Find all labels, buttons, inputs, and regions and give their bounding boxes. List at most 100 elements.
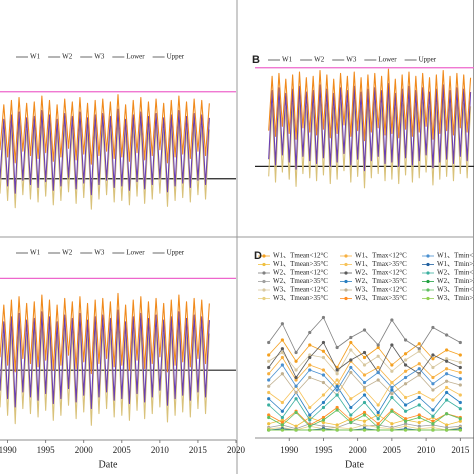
point <box>390 385 394 390</box>
point <box>376 345 380 350</box>
point <box>362 385 367 390</box>
point <box>349 420 353 425</box>
point <box>403 369 408 373</box>
x-tick-label: 2000 <box>349 445 368 455</box>
point <box>390 409 394 413</box>
point <box>458 370 462 375</box>
point <box>280 338 284 342</box>
legend-marker <box>426 262 430 267</box>
series-line <box>268 82 472 172</box>
point <box>321 340 326 345</box>
point <box>321 424 326 428</box>
point <box>431 353 435 357</box>
point <box>362 419 367 423</box>
point <box>362 373 367 377</box>
point <box>362 400 367 405</box>
point <box>458 383 462 387</box>
point <box>308 413 312 417</box>
point <box>321 315 326 320</box>
x-tick-label: 2005 <box>113 445 132 455</box>
point <box>349 340 353 345</box>
point <box>417 420 421 425</box>
point <box>308 363 312 367</box>
point <box>335 405 339 410</box>
point <box>294 378 298 382</box>
x-tick-label: 1990 <box>0 445 17 455</box>
point <box>431 425 435 430</box>
point <box>362 413 367 417</box>
panel: W1 W2 W3 Lower Upper B <box>252 54 474 189</box>
legend-label: W2、Tmax>35°C <box>355 277 407 285</box>
point <box>335 378 339 382</box>
point <box>417 362 421 366</box>
legend-label: W3 <box>346 56 357 64</box>
point <box>308 343 312 347</box>
x-tick-label: 2015 <box>451 445 470 455</box>
legend-label: Upper <box>419 56 437 64</box>
point <box>390 422 394 426</box>
legend-label: W2、Tmean<12°C <box>273 269 328 277</box>
point <box>267 403 271 407</box>
point <box>349 397 353 401</box>
point <box>431 398 435 402</box>
point <box>417 413 421 417</box>
point <box>267 384 271 388</box>
point <box>280 322 284 326</box>
point <box>362 380 367 385</box>
point <box>294 384 298 388</box>
point <box>267 378 271 382</box>
point <box>417 373 421 377</box>
legend-label: W1 <box>30 53 41 61</box>
x-tick-label: 2010 <box>151 445 170 455</box>
series-line <box>268 317 461 353</box>
point <box>267 397 271 401</box>
legend-label: W1、Tmin>35°C <box>437 260 474 268</box>
point <box>458 377 462 381</box>
point <box>376 343 380 347</box>
point <box>403 424 408 428</box>
point <box>321 420 326 425</box>
point <box>280 363 284 367</box>
point <box>335 368 339 372</box>
point <box>267 365 271 370</box>
point <box>267 413 271 417</box>
legend-label: Upper <box>167 53 185 61</box>
point <box>403 395 408 400</box>
point <box>321 428 326 432</box>
point <box>280 420 284 425</box>
legend-label: W1、Tmax>35°C <box>355 260 407 268</box>
legend-label: W3、Tmean<12°C <box>273 286 328 294</box>
point <box>445 425 449 430</box>
point <box>308 418 312 422</box>
legend-label: W1、Tmin<12°C <box>437 252 474 260</box>
point <box>335 423 339 427</box>
legend-marker <box>344 279 348 284</box>
point <box>431 325 435 330</box>
point <box>321 415 326 420</box>
point <box>349 405 353 410</box>
point <box>390 363 394 367</box>
point <box>458 353 462 357</box>
legend-label: W3、Tmax>35°C <box>355 294 407 302</box>
point <box>458 428 462 432</box>
point <box>390 343 394 347</box>
legend-marker <box>344 296 348 301</box>
point <box>335 393 339 397</box>
point <box>431 382 435 386</box>
point <box>308 428 312 432</box>
point <box>403 409 408 413</box>
point <box>376 403 380 407</box>
point <box>294 390 298 395</box>
plot-area <box>0 277 236 426</box>
point <box>349 418 353 422</box>
legend-marker <box>426 254 430 258</box>
legend-marker <box>426 279 430 284</box>
point <box>362 428 367 432</box>
legend-marker <box>426 271 430 275</box>
point <box>335 408 339 412</box>
point <box>458 340 462 345</box>
point <box>280 355 284 360</box>
point <box>308 330 312 335</box>
point <box>431 419 435 423</box>
